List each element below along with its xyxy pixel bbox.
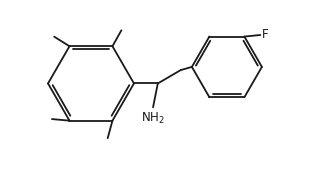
Text: F: F [262,28,269,41]
Text: NH$_2$: NH$_2$ [141,111,165,126]
